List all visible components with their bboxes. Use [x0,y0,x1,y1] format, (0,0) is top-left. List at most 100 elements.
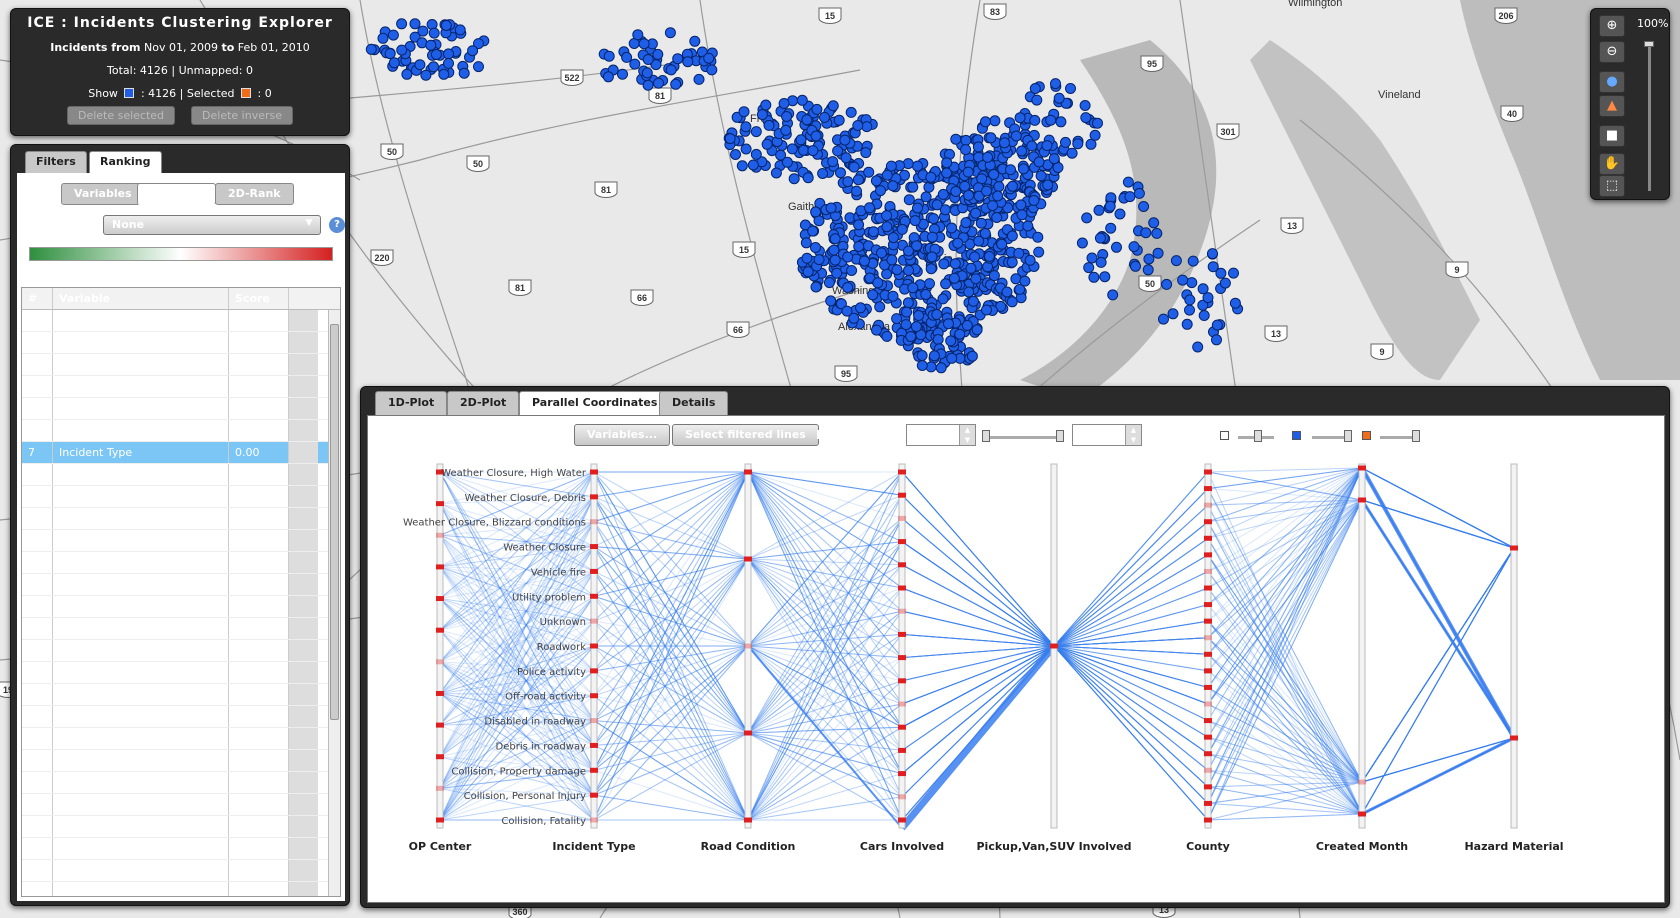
incident-marker[interactable] [1143,253,1155,265]
pan-hand-icon[interactable]: ✋ [1599,153,1625,175]
incident-marker[interactable] [946,352,958,364]
incident-marker[interactable] [740,143,752,155]
incident-marker[interactable] [975,217,987,229]
freq-min-thumb[interactable] [982,430,990,442]
incident-marker[interactable] [642,79,654,91]
tab-1d-plot[interactable]: 1D-Plot [375,391,448,415]
pc-category-mark[interactable] [590,618,598,624]
points-layer-icon[interactable]: ● [1599,71,1625,93]
incident-marker[interactable] [1130,260,1141,272]
pc-axis-label[interactable]: OP Center [409,840,472,853]
incident-marker[interactable] [845,106,857,118]
incident-marker[interactable] [1016,209,1028,221]
incident-marker[interactable] [798,144,809,156]
incident-marker[interactable] [672,53,684,65]
incident-marker[interactable] [950,186,962,197]
incident-marker[interactable] [905,331,917,342]
pc-axis-label[interactable]: Created Month [1316,840,1408,853]
pc-category-mark[interactable] [898,631,906,637]
incident-marker[interactable] [1124,191,1136,203]
incident-marker[interactable] [954,328,966,340]
pc-category-mark[interactable] [590,693,598,699]
incident-marker[interactable] [629,58,641,70]
pc-category-mark[interactable] [1204,635,1212,641]
incident-marker[interactable] [931,199,943,211]
incident-marker[interactable] [1005,164,1016,176]
incident-marker[interactable] [911,240,923,252]
table-row[interactable]: 27 Cars Overturned 0.00 [22,882,340,896]
pc-category-mark[interactable] [1358,497,1366,503]
incident-marker[interactable] [887,232,899,244]
pc-category-mark[interactable] [590,643,598,649]
pc-axis-line[interactable] [1358,463,1366,829]
delete-inverse-button[interactable]: Delete inverse [191,106,294,125]
incident-marker[interactable] [781,111,793,122]
incident-marker[interactable] [682,56,694,68]
pc-category-mark[interactable] [436,564,444,570]
incident-marker[interactable] [473,61,484,73]
table-scrollbar[interactable] [328,310,340,896]
pc-category-mark[interactable] [1204,684,1212,690]
incident-marker[interactable] [603,50,615,62]
incident-marker[interactable] [454,24,466,36]
pc-category-mark[interactable] [1510,545,1518,551]
pc-axis-label[interactable]: Incident Type [552,840,635,853]
incident-marker[interactable] [724,133,736,145]
pc-category-mark[interactable] [898,724,906,730]
incident-marker[interactable] [1089,129,1101,141]
pc-category-mark[interactable] [1510,735,1518,741]
incident-marker[interactable] [1014,283,1026,295]
incident-marker[interactable] [1042,179,1054,191]
incident-marker[interactable] [926,251,938,263]
subtab-variables[interactable]: Variables [61,183,145,205]
incident-marker[interactable] [931,309,943,320]
incident-marker[interactable] [1093,204,1105,216]
spinner-arrows-icon[interactable]: ▲ ▼ [1125,425,1141,445]
incident-marker[interactable] [840,152,852,164]
incident-marker[interactable] [1019,275,1031,287]
pc-axis-line[interactable] [744,463,752,829]
pc-category-mark[interactable] [590,718,598,724]
freq-max-thumb[interactable] [1056,430,1064,442]
incident-marker[interactable] [641,67,653,79]
col-header-index[interactable]: # [28,292,38,305]
incident-marker[interactable] [891,313,903,325]
incident-marker[interactable] [1060,136,1071,148]
incident-marker[interactable] [1099,271,1111,283]
incident-markers[interactable] [365,18,1244,374]
table-row[interactable]: 13 Created Day 0.00 [22,574,340,596]
incident-marker[interactable] [979,228,991,239]
incident-marker[interactable] [903,245,914,257]
incident-marker[interactable] [913,310,925,321]
pc-axis-line[interactable] [898,463,906,829]
incident-marker[interactable] [396,44,408,56]
pc-category-mark[interactable] [1204,502,1212,508]
table-row[interactable]: 15 Created Time 0.00 [22,618,340,640]
incident-marker[interactable] [991,212,1003,223]
table-row[interactable]: 5 False alarm 0.00 [22,398,340,420]
table-row[interactable]: 12 Created Date 0.00 [22,552,340,574]
pc-axis[interactable]: Hazard Material [1464,463,1564,853]
table-row[interactable]: 24 Scene Cleared Month 0.00 [22,816,340,838]
incident-marker[interactable] [761,138,773,150]
incident-marker[interactable] [1094,232,1106,244]
incident-marker[interactable] [950,133,962,145]
delete-selected-button[interactable]: Delete selected [66,106,176,125]
incident-marker[interactable] [948,272,960,284]
incident-marker[interactable] [970,273,982,285]
incident-marker[interactable] [937,188,949,200]
col-header-variable[interactable]: Variable [52,288,228,309]
pc-axis-line[interactable] [1510,463,1518,829]
parallel-coordinates-chart[interactable]: OP Center Incident Type Road Condition Cars… [368,456,1664,896]
incident-marker[interactable] [853,219,865,231]
incident-marker[interactable] [828,244,840,256]
incident-marker[interactable] [900,319,912,331]
incident-marker[interactable] [1133,187,1145,199]
incident-marker[interactable] [831,267,843,279]
incident-marker[interactable] [874,301,886,313]
incident-marker[interactable] [1229,297,1241,309]
incident-marker[interactable] [1092,117,1103,129]
incident-marker[interactable] [848,312,860,324]
incident-marker[interactable] [1029,114,1041,126]
incident-marker[interactable] [414,59,426,71]
